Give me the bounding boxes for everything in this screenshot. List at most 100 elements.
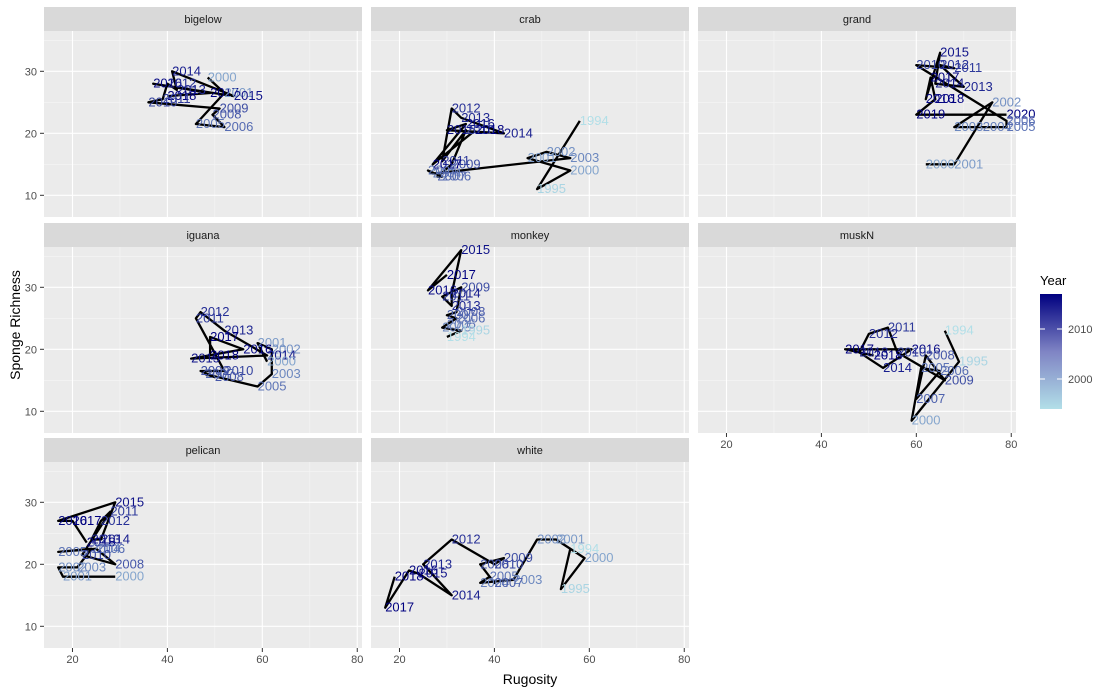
panel-background <box>371 462 689 648</box>
point-label: 2013 <box>859 344 888 359</box>
x-tick-label: 40 <box>161 654 173 666</box>
point-label: 2015 <box>461 242 490 257</box>
point-label: 2014 <box>172 63 201 78</box>
legend-tick-label: 2000 <box>1068 374 1092 386</box>
point-label: 2012 <box>101 513 130 528</box>
point-label: 2012 <box>201 304 230 319</box>
facet-strip <box>371 438 689 462</box>
panel-background <box>44 462 362 648</box>
point-label: 2013 <box>177 82 206 97</box>
panel-background <box>698 31 1016 217</box>
point-label: 2008 <box>926 348 955 363</box>
facet-strip <box>44 438 362 462</box>
point-label: 2002 <box>272 341 301 356</box>
point-label: 2009 <box>945 372 974 387</box>
point-label: 2016 <box>58 513 87 528</box>
point-label: 2001 <box>528 150 557 165</box>
point-label: 2002 <box>547 144 576 159</box>
facet-strip <box>698 7 1016 31</box>
y-tick-label: 30 <box>25 497 37 509</box>
point-label: 2016 <box>926 91 955 106</box>
point-label: 2005 <box>490 569 519 584</box>
point-label: 2017 <box>210 329 239 344</box>
point-label: 2006 <box>940 363 969 378</box>
point-label: 2008 <box>456 304 485 319</box>
facet-label: iguana <box>186 230 220 242</box>
point-label: 2013 <box>964 79 993 94</box>
point-label: 2002 <box>58 559 87 574</box>
point-label: 2018 <box>87 535 116 550</box>
facet-strip <box>698 223 1016 247</box>
point-label: 2018 <box>874 348 903 363</box>
point-label: 2005 <box>1007 119 1036 134</box>
point-label: 2012 <box>452 101 481 116</box>
point-label: 2010 <box>494 556 523 571</box>
point-label: 2018 <box>167 88 196 103</box>
point-label: 2002 <box>537 532 566 547</box>
y-tick-label: 30 <box>25 66 37 78</box>
point-label: 2013 <box>423 556 452 571</box>
point-label: 2006 <box>1007 113 1036 128</box>
point-label: 2007 <box>447 307 476 322</box>
point-label: 2010 <box>224 363 253 378</box>
point-label: 2015 <box>191 351 220 366</box>
point-label: 2015 <box>940 45 969 60</box>
point-label: 2017 <box>385 600 414 615</box>
point-label: 2003 <box>442 320 471 335</box>
point-label: 2009 <box>452 156 481 171</box>
point-label: 2007 <box>205 366 234 381</box>
point-label: 2003 <box>77 559 106 574</box>
x-tick-label: 60 <box>583 654 595 666</box>
point-label: 2016 <box>243 341 272 356</box>
point-label: 2000 <box>912 413 941 428</box>
point-label: 2011 <box>163 91 191 106</box>
point-label: 1995 <box>461 323 490 338</box>
y-tick-label: 20 <box>25 559 37 571</box>
point-label: 2014 <box>935 76 964 91</box>
x-tick-label: 80 <box>678 654 690 666</box>
point-label: 2016 <box>428 282 457 297</box>
facet-label: crab <box>519 14 540 26</box>
point-label: 2011 <box>442 153 470 168</box>
point-label: 2008 <box>213 107 242 122</box>
point-label: 2013 <box>92 532 121 547</box>
point-label: 2014 <box>883 360 912 375</box>
point-label: 2018 <box>475 122 504 137</box>
point-label: 2014 <box>267 348 296 363</box>
point-label: 2007 <box>916 391 945 406</box>
series-line <box>915 51 1008 166</box>
point-label: 2006 <box>224 119 253 134</box>
x-tick-label: 20 <box>66 654 78 666</box>
y-tick-label: 20 <box>25 128 37 140</box>
point-label: 2016 <box>466 116 495 131</box>
point-label: 2017 <box>931 70 960 85</box>
y-tick-label: 20 <box>25 344 37 356</box>
point-label: 2017 <box>845 341 874 356</box>
facet-strip <box>371 223 689 247</box>
panel-background <box>698 247 1016 433</box>
point-label: 2009 <box>220 101 249 116</box>
point-label: 1994 <box>447 329 476 344</box>
point-label: 1995 <box>959 354 988 369</box>
point-label: 2013 <box>461 110 490 125</box>
facet-label: monkey <box>511 230 550 242</box>
panel-background <box>44 247 362 433</box>
facet-label: white <box>516 445 543 457</box>
point-label: 2016 <box>409 563 438 578</box>
x-tick-label: 60 <box>910 439 922 451</box>
facet-strip <box>44 7 362 31</box>
point-label: 2018 <box>210 348 239 363</box>
series-line <box>843 326 961 422</box>
point-label: 2005 <box>196 116 225 131</box>
point-label: 2014 <box>452 286 481 301</box>
point-label: 2014 <box>452 587 481 602</box>
point-label: 1994 <box>570 541 599 556</box>
x-tick-label: 20 <box>393 654 405 666</box>
point-label: 2003 <box>513 572 542 587</box>
point-label: 1995 <box>561 581 590 596</box>
